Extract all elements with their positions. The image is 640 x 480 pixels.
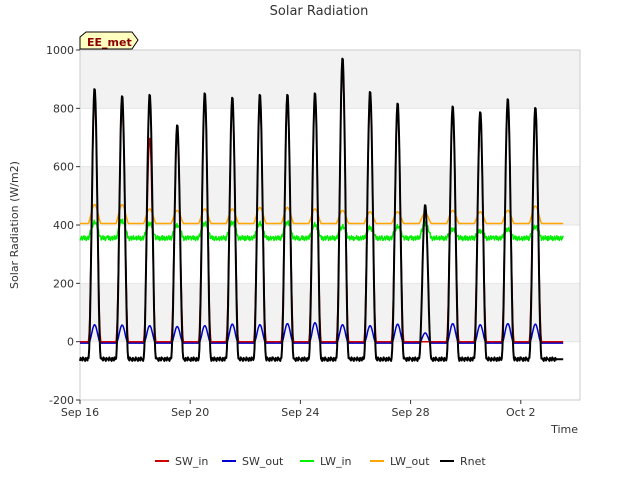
y-tick-label: 600	[53, 161, 74, 174]
x-tick-label: Oct 2	[506, 406, 536, 419]
y-tick-label: 200	[53, 277, 74, 290]
y-axis-title: Solar Radiation (W/m2)	[8, 161, 21, 289]
legend-label: Rnet	[460, 455, 486, 468]
site-badge-label: EE_met	[87, 36, 132, 49]
y-tick-label: 400	[53, 219, 74, 232]
grid-band	[80, 50, 580, 109]
site-badge: EE_met	[79, 31, 139, 50]
legend-label: SW_in	[175, 455, 208, 468]
x-tick-label: Sep 16	[61, 406, 99, 419]
grid-band	[80, 166, 580, 225]
x-tick-label: Sep 24	[281, 406, 319, 419]
legend-label: LW_out	[390, 455, 430, 468]
y-tick-label: 0	[67, 336, 74, 349]
legend-label: LW_in	[320, 455, 352, 468]
series-lines	[79, 57, 564, 362]
grid-band	[80, 283, 580, 342]
x-axis-ticks: Sep 16 Sep 20 Sep 24 Sep 28 Oct 2	[61, 400, 536, 419]
series-line-sw-out	[79, 322, 564, 344]
legend: SW_in SW_out LW_in LW_out Rnet	[155, 455, 486, 468]
grid-bands	[80, 50, 580, 343]
y-tick-label: 1000	[46, 44, 74, 57]
x-tick-label: Sep 20	[171, 406, 209, 419]
x-axis-title: Time	[550, 423, 578, 436]
chart-title: Solar Radiation	[270, 4, 369, 19]
y-tick-label: -200	[49, 394, 74, 407]
y-axis-ticks: -200 0 200 400 600 800 1000	[46, 44, 80, 407]
site-badge-shape	[79, 31, 139, 50]
legend-label: SW_out	[242, 455, 284, 468]
series-line-rnet	[79, 57, 564, 362]
y-tick-label: 800	[53, 102, 74, 115]
x-tick-label: Sep 28	[391, 406, 429, 419]
